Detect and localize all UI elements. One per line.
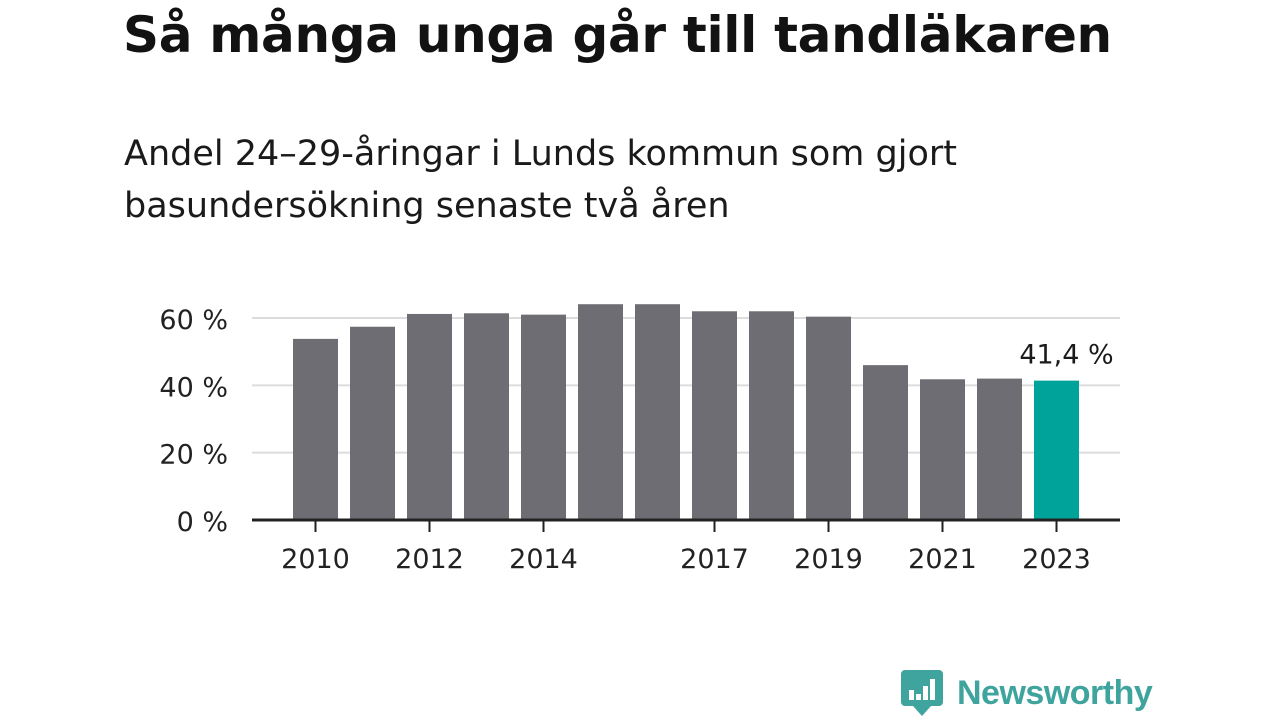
bar-2016 (635, 304, 680, 520)
logo-text: Newsworthy (957, 673, 1153, 712)
bar-2015 (578, 304, 623, 520)
bar-2012 (407, 313, 452, 520)
bar-2013 (464, 313, 509, 520)
x-tick-label: 2019 (794, 544, 863, 575)
x-tick-label: 2021 (908, 544, 977, 575)
bar-2014 (521, 314, 566, 520)
y-tick-label: 60 % (159, 305, 228, 336)
x-tick-label: 2014 (509, 544, 578, 575)
bar-2017 (692, 311, 737, 520)
y-tick-label: 20 % (159, 440, 228, 471)
y-tick-label: 0 % (177, 507, 228, 538)
bar-chart-speech-bubble-icon (901, 670, 943, 716)
x-tick-label: 2012 (395, 544, 464, 575)
bar-2019 (806, 316, 851, 520)
x-tick-label: 2017 (680, 544, 749, 575)
y-tick-label: 40 % (159, 372, 228, 403)
bar-2011 (350, 326, 395, 520)
x-tick-label: 2023 (1022, 544, 1091, 575)
bar-2022 (977, 378, 1022, 520)
x-tick-label: 2010 (281, 544, 350, 575)
chart-title: Så många unga går till tandläkaren (123, 6, 1112, 64)
bar-2021 (920, 379, 965, 520)
chart-subtitle: Andel 24–29-åringar i Lunds kommun som g… (124, 134, 957, 226)
newsworthy-logo: Newsworthy (901, 670, 1153, 716)
highlight-data-label: 41,4 % (1019, 340, 1113, 371)
bar-2010 (293, 338, 338, 520)
bar-2020 (863, 365, 908, 520)
bar-2018 (749, 311, 794, 520)
bar-2023 (1034, 380, 1079, 520)
